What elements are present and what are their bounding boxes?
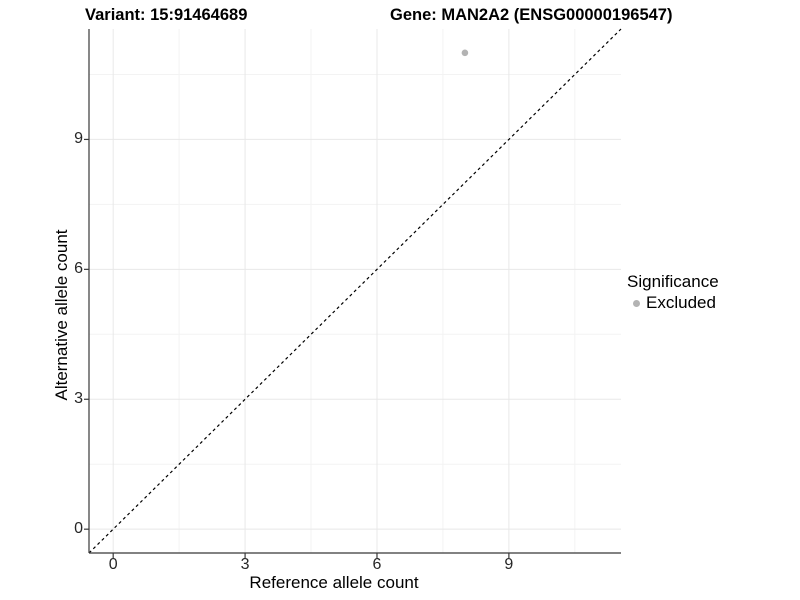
x-axis-title: Reference allele count — [249, 573, 419, 592]
legend-point-icon — [633, 299, 640, 307]
x-tick-label: 0 — [108, 556, 118, 573]
y-tick-label: 0 — [74, 520, 83, 538]
data-point — [461, 49, 469, 57]
y-tick-label: 9 — [74, 130, 83, 148]
legend-title: Significance — [627, 272, 719, 291]
legend: Significance Excluded — [627, 272, 719, 313]
x-tick-label: 9 — [504, 556, 514, 573]
x-tick-label: 6 — [372, 556, 382, 573]
identity-line — [88, 28, 622, 554]
plot-title-gene: Gene: MAN2A2 (ENSG00000196547) — [390, 6, 673, 24]
y-axis-title: Alternative allele count — [52, 229, 71, 401]
x-tick-label: 3 — [240, 556, 250, 573]
y-tick-label: 3 — [74, 390, 83, 408]
plot-title-variant: Variant: 15:91464689 — [85, 6, 248, 24]
y-tick-label: 6 — [74, 260, 83, 278]
legend-entry-excluded: Excluded — [627, 293, 719, 313]
legend-entry-label: Excluded — [646, 293, 716, 312]
